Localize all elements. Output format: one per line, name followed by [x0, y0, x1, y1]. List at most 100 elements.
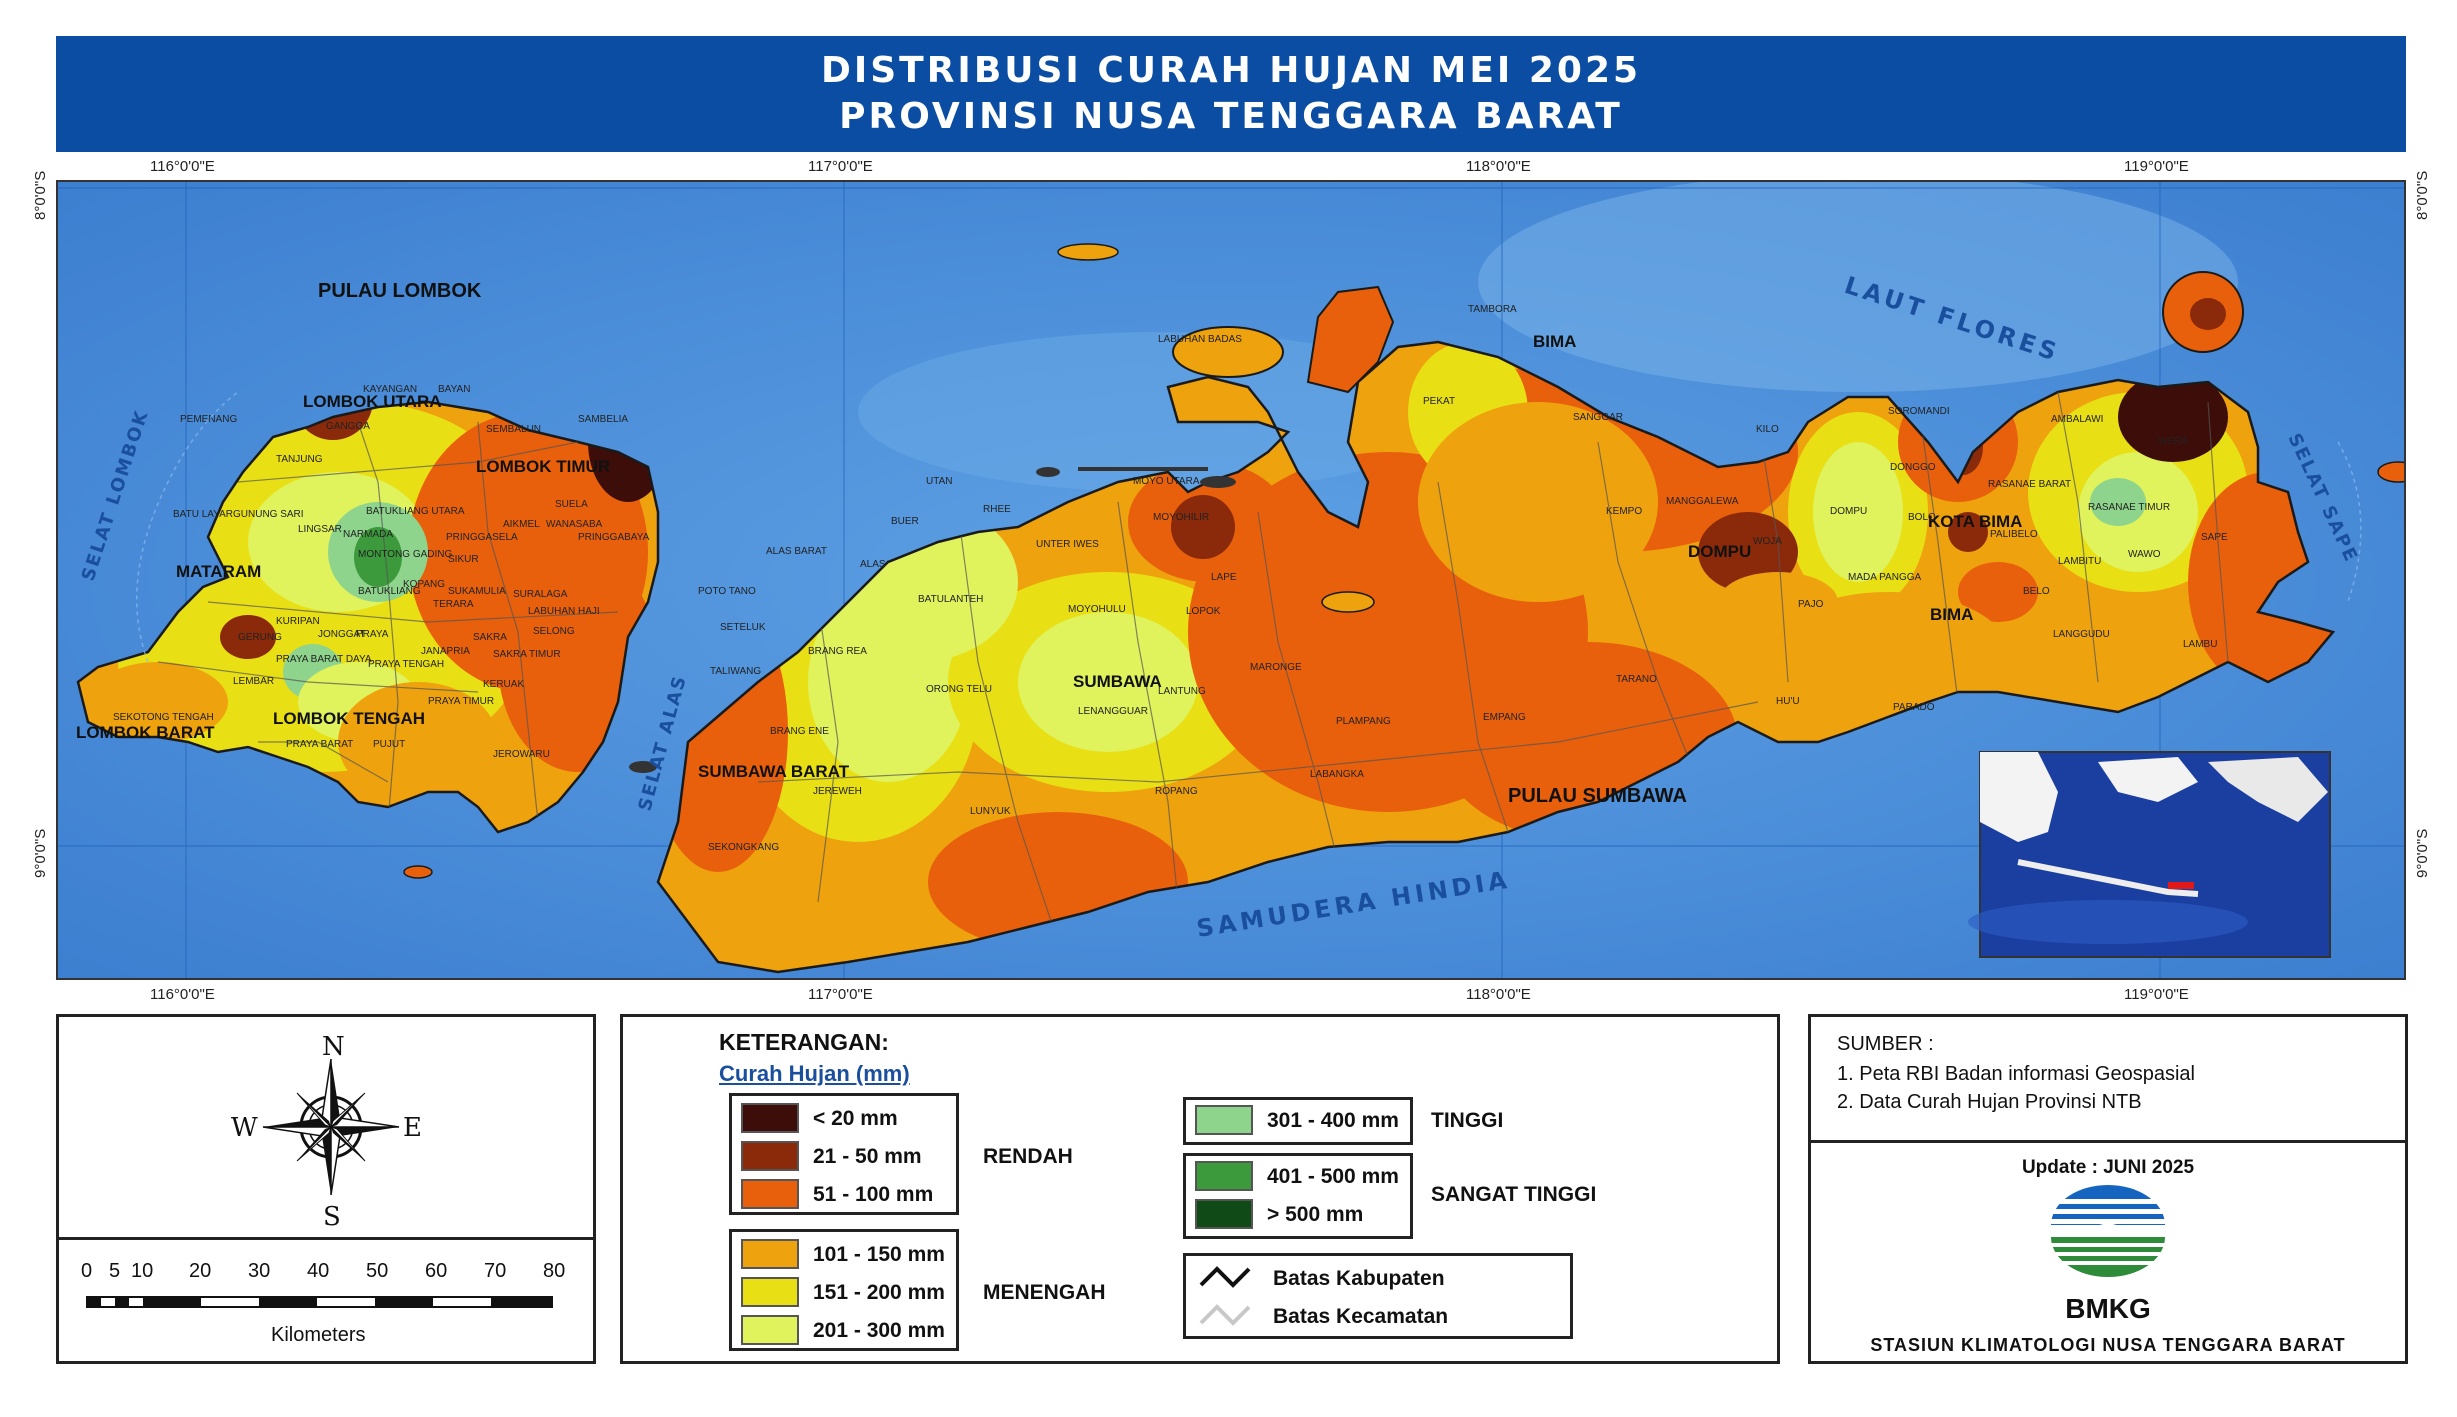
regency-lombok-barat: LOMBOK BARAT — [76, 723, 215, 742]
moyo-island[interactable] — [1172, 326, 1284, 378]
district-label: BATULANTEH — [918, 594, 983, 605]
category-tinggi: TINGGI — [1431, 1109, 1504, 1132]
district-label: MOYOHULU — [1068, 604, 1126, 615]
district-label: LENANGGUAR — [1078, 706, 1148, 717]
scale-tick: 0 — [81, 1260, 92, 1282]
station-name: STASIUN KLIMATOLOGI NUSA TENGGARA BARAT — [1870, 1335, 2346, 1355]
scale-ticks: 0 5 10 20 30 40 50 60 70 80 — [81, 1260, 565, 1282]
lat-label-left-8: 8°0'0"S — [32, 170, 49, 220]
district-label: KURIPAN — [276, 616, 320, 627]
district-label: LANTUNG — [1158, 686, 1206, 697]
district-label: ORONG TELU — [926, 684, 992, 695]
district-label: BATUKLIANG UTARA — [366, 506, 465, 517]
legend-label-class-2: 21 - 50 mm — [813, 1145, 922, 1168]
islet-3 — [1057, 243, 1119, 261]
district-label: RASANAE TIMUR — [2088, 502, 2170, 513]
district-label: SEKONGKANG — [708, 842, 779, 853]
district-label: LINGSAR — [298, 524, 342, 535]
district-label: SAMBELIA — [578, 414, 628, 425]
map-title-line1: DISTRIBUSI CURAH HUJAN MEI 2025 — [820, 50, 1642, 91]
district-label: LABUHAN HAJI — [528, 606, 600, 617]
bmkg-logo-graphic — [2051, 1185, 2165, 1277]
footer-panel: Update : JUNI 2025 BMKG STASIUN KLIMATOL… — [1808, 1140, 2408, 1364]
lon-label-top-116: 116°0'0"E — [150, 158, 215, 175]
district-label: PRINGGABAYA — [578, 532, 650, 543]
legend-label-class-3: 51 - 100 mm — [813, 1183, 934, 1206]
district-label: GANGGA — [326, 421, 370, 432]
district-label: JEREWEH — [813, 786, 862, 797]
district-label: PRAYA BARAT DAYA — [276, 654, 372, 665]
district-label: SETELUK — [720, 622, 766, 633]
district-label: ALAS BARAT — [766, 546, 827, 557]
kecamatan-line-icon — [1199, 1304, 1251, 1326]
district-label: TANJUNG — [276, 454, 323, 465]
district-label: DOMPU — [1830, 506, 1867, 517]
district-label: LANGGUDU — [2053, 629, 2110, 640]
district-label: SAKRA TIMUR — [493, 649, 561, 660]
islet-7 — [403, 865, 433, 879]
district-label: SUELA — [555, 499, 588, 510]
district-label: LAPE — [1211, 572, 1237, 583]
legend-label-class-9: > 500 mm — [1267, 1203, 1364, 1226]
district-label: PALIBELO — [1990, 529, 2038, 540]
swatch-class-9 — [1195, 1199, 1253, 1229]
rainfall-map[interactable]: LAUT FLORES SAMUDERA HINDIA SELAT LOMBOK… — [56, 180, 2406, 980]
district-label: SEKOTONG TENGAH — [113, 712, 214, 723]
district-label: KAYANGAN — [363, 384, 417, 395]
district-label: PARADO — [1893, 702, 1935, 713]
legend-label-class-7: 301 - 400 mm — [1267, 1109, 1399, 1132]
swatch-class-3 — [741, 1179, 799, 1209]
lat-label-right-9: 9°0'0"S — [2414, 828, 2431, 878]
district-label: BELO — [2023, 586, 2050, 597]
district-label: UNTER IWES — [1036, 539, 1099, 550]
legend-group-menengah — [729, 1229, 959, 1351]
bmkg-logo-icon — [2051, 1185, 2165, 1277]
district-label: SOROMANDI — [1888, 406, 1950, 417]
compass-w: W — [231, 1113, 258, 1143]
district-label: PLAMPANG — [1336, 716, 1391, 727]
islet-6 — [629, 761, 657, 773]
legend-label-class-1: < 20 mm — [813, 1107, 898, 1130]
regency-sumbawa: SUMBAWA — [1073, 672, 1162, 691]
district-label: TARANO — [1616, 674, 1657, 685]
panel-divider — [59, 1237, 593, 1240]
swatch-class-2 — [741, 1141, 799, 1171]
district-label: BATUKLIANG — [358, 586, 421, 597]
district-label: TERARA — [433, 599, 474, 610]
regency-lombok-tengah: LOMBOK TENGAH — [273, 709, 425, 728]
regency-labels: LOMBOK UTARA LOMBOK TIMUR MATARAM LOMBOK… — [76, 332, 2022, 781]
lon-label-top-117: 117°0'0"E — [808, 158, 873, 175]
district-label: EMPANG — [1483, 712, 1526, 723]
district-label: LAMBITU — [2058, 556, 2101, 567]
legend-subheading: Curah Hujan (mm) — [719, 1061, 910, 1086]
district-label: LEMBAR — [233, 676, 274, 687]
legend-label-class-6: 201 - 300 mm — [813, 1319, 945, 1342]
district-label: PRAYA TIMUR — [428, 696, 494, 707]
legend-label-class-5: 151 - 200 mm — [813, 1281, 945, 1304]
scale-bar: 0 5 10 20 30 40 50 60 70 80 Kilometers — [81, 1260, 565, 1346]
islet-2 — [1036, 467, 1060, 477]
compass-s: S — [323, 1202, 341, 1232]
bmkg-logo-text: BMKG — [2065, 1293, 2151, 1324]
legend-group-rendah — [729, 1093, 959, 1215]
district-label: WOJA — [1753, 536, 1782, 547]
category-sangat-tinggi: SANGAT TINGGI — [1431, 1183, 1597, 1206]
lon-label-bottom-117: 117°0'0"E — [808, 986, 873, 1003]
regency-kota-bima: KOTA BIMA — [1928, 512, 2022, 531]
district-label: JANAPRIA — [421, 646, 470, 657]
sea-shallow-north — [1478, 182, 2238, 392]
district-label: PAJO — [1798, 599, 1824, 610]
islet-5 — [2377, 461, 2404, 483]
scale-tick: 20 — [189, 1260, 211, 1282]
district-label: SANGGAR — [1573, 412, 1623, 423]
legend-group-boundaries — [1183, 1253, 1573, 1339]
district-label: BRANG ENE — [770, 726, 829, 737]
inset-locator-map[interactable] — [1968, 751, 2331, 958]
islet-1 — [1200, 476, 1236, 488]
map-canvas[interactable]: LAUT FLORES SAMUDERA HINDIA SELAT LOMBOK… — [58, 182, 2406, 980]
kabupaten-line-icon — [1199, 1266, 1251, 1288]
islet-4 — [1321, 591, 1375, 613]
lon-label-bottom-119: 119°0'0"E — [2124, 986, 2189, 1003]
district-label: BRANG REA — [808, 646, 867, 657]
district-label: AMBALAWI — [2051, 414, 2103, 425]
